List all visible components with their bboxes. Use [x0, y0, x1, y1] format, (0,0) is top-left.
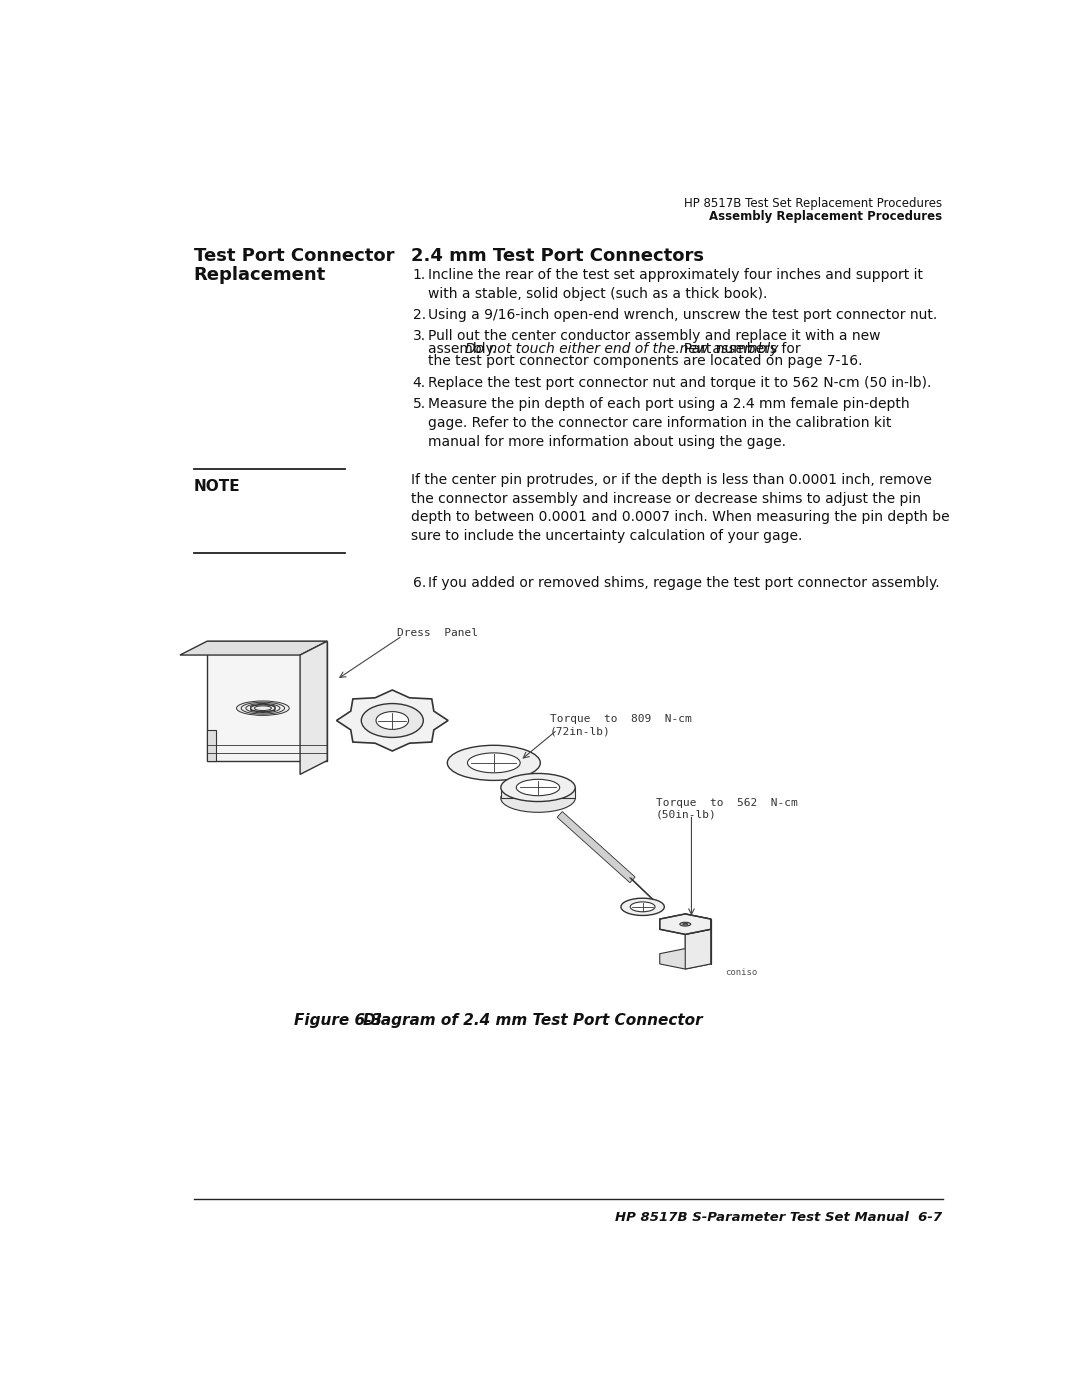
- Text: Measure the pin depth of each port using a 2.4 mm female pin-depth
gage. Refer t: Measure the pin depth of each port using…: [429, 397, 909, 448]
- Ellipse shape: [501, 774, 576, 802]
- Polygon shape: [685, 914, 711, 954]
- Text: Replace the test port connector nut and torque it to 562 N-cm (50 in-lb).: Replace the test port connector nut and …: [429, 376, 932, 390]
- Text: Diagram of 2.4 mm Test Port Connector: Diagram of 2.4 mm Test Port Connector: [342, 1013, 703, 1028]
- Text: Using a 9/16-inch open-end wrench, unscrew the test port connector nut.: Using a 9/16-inch open-end wrench, unscr…: [429, 307, 937, 321]
- Ellipse shape: [501, 784, 576, 812]
- Polygon shape: [180, 641, 327, 655]
- Text: 2.4 mm Test Port Connectors: 2.4 mm Test Port Connectors: [411, 247, 704, 265]
- FancyBboxPatch shape: [501, 788, 576, 798]
- Polygon shape: [660, 949, 711, 970]
- Text: Dress  Panel: Dress Panel: [397, 629, 478, 638]
- Text: coniso: coniso: [726, 968, 758, 978]
- Polygon shape: [660, 914, 711, 935]
- Text: 2.: 2.: [413, 307, 426, 321]
- Text: assembly.: assembly.: [429, 342, 501, 356]
- Text: Figure 6-3: Figure 6-3: [294, 1013, 382, 1028]
- Ellipse shape: [468, 753, 521, 773]
- Text: Pull out the center conductor assembly and replace it with a new: Pull out the center conductor assembly a…: [429, 330, 881, 344]
- Text: Assembly Replacement Procedures: Assembly Replacement Procedures: [710, 210, 943, 224]
- Ellipse shape: [447, 745, 540, 781]
- Text: 5.: 5.: [413, 397, 426, 411]
- Polygon shape: [207, 729, 216, 760]
- Ellipse shape: [683, 923, 688, 925]
- Text: HP 8517B Test Set Replacement Procedures: HP 8517B Test Set Replacement Procedures: [685, 197, 943, 210]
- Text: If the center pin protrudes, or if the depth is less than 0.0001 inch, remove
th: If the center pin protrudes, or if the d…: [411, 472, 949, 543]
- Text: . Part numbers for: . Part numbers for: [675, 342, 801, 356]
- Ellipse shape: [376, 711, 408, 729]
- Text: 4.: 4.: [413, 376, 426, 390]
- Text: Replacement: Replacement: [193, 267, 326, 284]
- Polygon shape: [685, 929, 711, 970]
- Text: 6.: 6.: [413, 576, 426, 590]
- Ellipse shape: [237, 701, 289, 715]
- Polygon shape: [337, 690, 448, 752]
- Ellipse shape: [621, 898, 664, 915]
- Ellipse shape: [516, 780, 559, 796]
- Text: If you added or removed shims, regage the test port connector assembly.: If you added or removed shims, regage th…: [429, 576, 940, 590]
- Ellipse shape: [362, 704, 423, 738]
- Text: Incline the rear of the test set approximately four inches and support it
with a: Incline the rear of the test set approxi…: [429, 268, 923, 300]
- Ellipse shape: [679, 922, 691, 926]
- Polygon shape: [207, 641, 327, 760]
- Text: 1.: 1.: [413, 268, 426, 282]
- Text: HP 8517B S-Parameter Test Set Manual  6-7: HP 8517B S-Parameter Test Set Manual 6-7: [616, 1211, 943, 1224]
- Text: Do not touch either end of the new assembly: Do not touch either end of the new assem…: [464, 342, 779, 356]
- Text: NOTE: NOTE: [193, 479, 240, 493]
- Text: Test Port Connector: Test Port Connector: [193, 247, 394, 265]
- Text: 3.: 3.: [413, 330, 426, 344]
- Text: Torque  to  562  N-cm
(50in-lb): Torque to 562 N-cm (50in-lb): [656, 798, 797, 820]
- Text: the test port connector components are located on page 7-16.: the test port connector components are l…: [429, 353, 863, 367]
- Polygon shape: [557, 812, 635, 883]
- Polygon shape: [300, 641, 327, 774]
- Ellipse shape: [631, 902, 656, 912]
- Text: Torque  to  809  N-cm
(72in-lb): Torque to 809 N-cm (72in-lb): [550, 714, 691, 736]
